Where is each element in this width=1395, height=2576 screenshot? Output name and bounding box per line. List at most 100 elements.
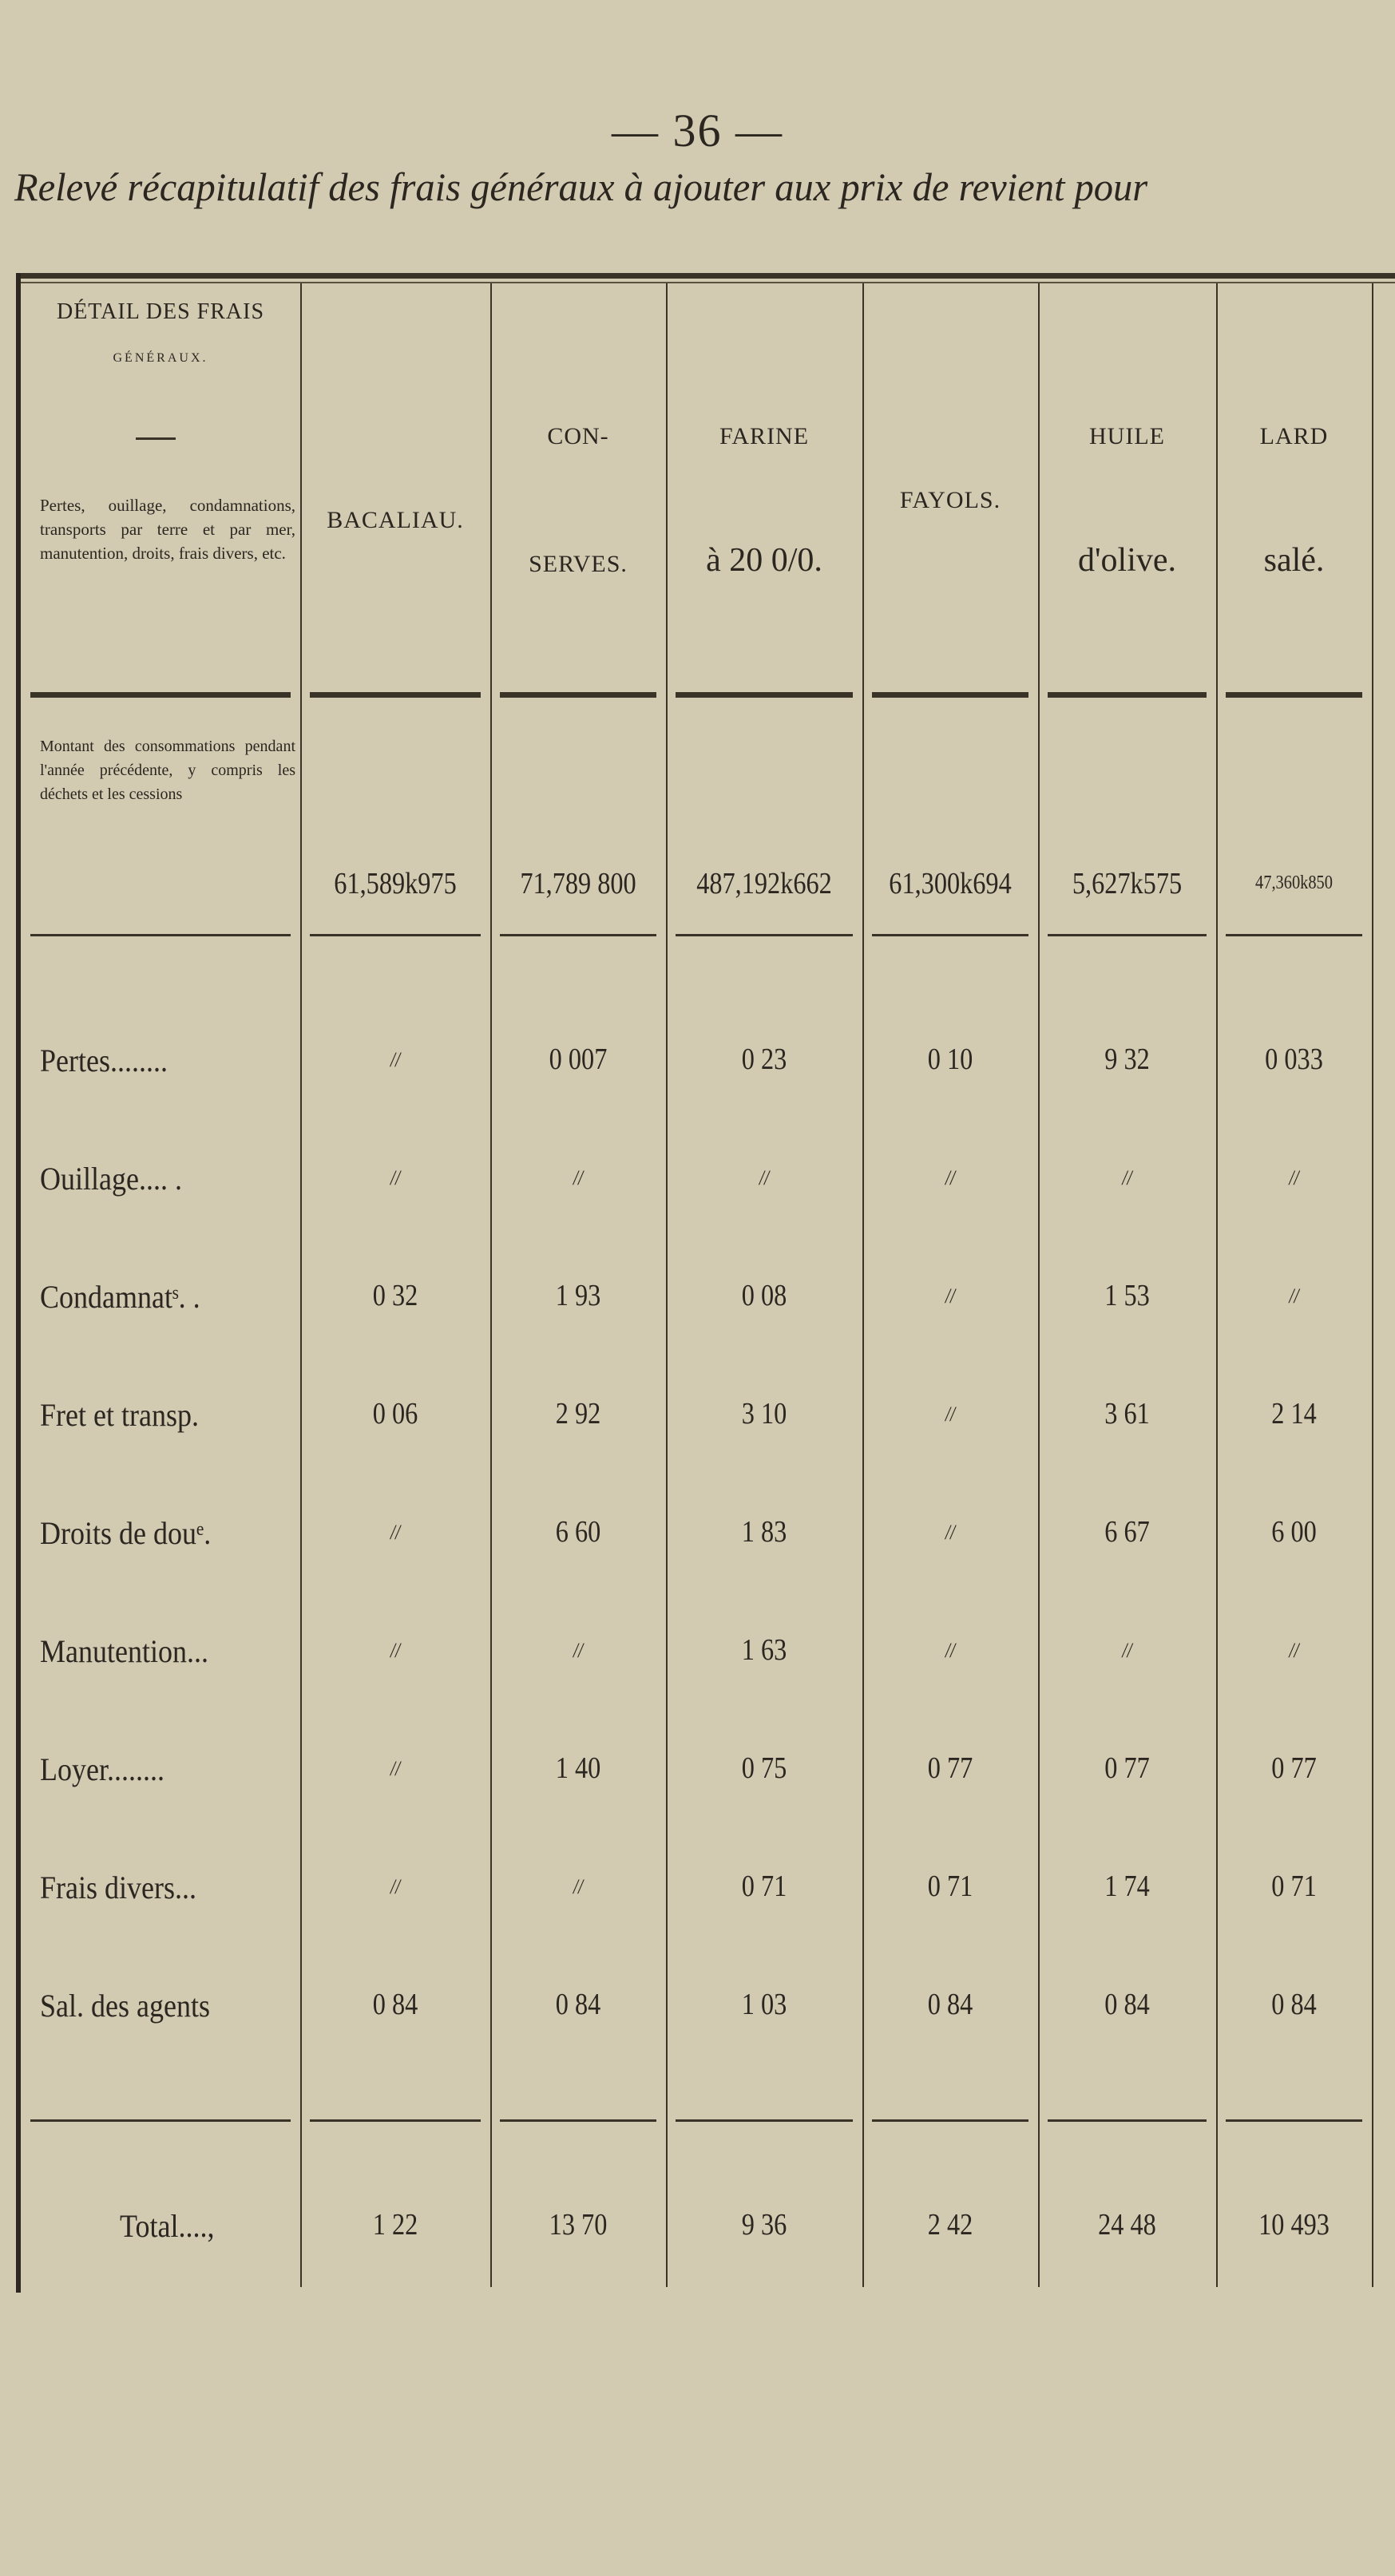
column-header-line1: FAYOLS. <box>899 487 1001 513</box>
table-left-border <box>16 273 21 2293</box>
row-value: 2 14 <box>1271 1397 1317 1430</box>
montant-label: Montant des consommations pendant l'anné… <box>40 738 295 803</box>
column-header-line2: SERVES. <box>529 551 628 577</box>
total-separator <box>310 2119 481 2122</box>
row-value: 1 53 <box>1104 1279 1150 1312</box>
column-header-line2: salé. <box>1263 542 1325 579</box>
row-value: 3 61 <box>1104 1397 1150 1430</box>
row-value: // <box>390 1757 401 1780</box>
row-value: 1 93 <box>555 1279 601 1312</box>
total-separator <box>30 2119 291 2122</box>
montant-separator <box>30 934 291 936</box>
column-header-line1: CON- <box>547 423 609 449</box>
row-value: 0 033 <box>1265 1043 1323 1076</box>
montant-value: 47,360k850 <box>1255 873 1333 893</box>
header-separator <box>676 692 853 698</box>
row-value: // <box>759 1166 770 1189</box>
row-value: 0 71 <box>927 1870 973 1903</box>
row-label: Pertes........ <box>40 1043 168 1078</box>
column-divider <box>1038 283 1040 2287</box>
row-value: 3 10 <box>741 1397 787 1430</box>
total-separator <box>676 2119 853 2122</box>
total-value: 1 22 <box>372 2208 418 2242</box>
row-value: // <box>1122 1166 1132 1189</box>
column-divider <box>1372 283 1373 2287</box>
row-value: 0 84 <box>555 1988 601 2021</box>
row-value: 1 83 <box>741 1515 787 1549</box>
column-header-line1: LARD <box>1259 423 1329 449</box>
montant-value: 61,300k694 <box>889 867 1012 900</box>
page-number: — 36 — <box>612 105 783 156</box>
row-label: Sal. des agents <box>40 1988 210 2024</box>
row-value: 0 71 <box>741 1870 787 1903</box>
header-separator <box>872 692 1028 698</box>
header-detail-description: Pertes, ouillage, condamnations, transpo… <box>40 496 295 563</box>
montant-value: 487,192k662 <box>696 867 832 900</box>
column-header-line2: d'olive. <box>1077 542 1177 579</box>
row-value: 0 77 <box>1104 1751 1150 1785</box>
montant-separator <box>500 934 656 936</box>
row-value: // <box>1289 1284 1299 1308</box>
row-value: 2 92 <box>555 1397 601 1430</box>
row-value: 0 84 <box>1271 1988 1317 2021</box>
row-value: // <box>573 1639 584 1662</box>
row-label: Manutention... <box>40 1633 208 1669</box>
row-value: 9 32 <box>1104 1043 1150 1076</box>
row-label: Ouillage.... . <box>40 1161 182 1197</box>
row-value: 0 84 <box>372 1988 418 2021</box>
row-label: Droits de douᵉ. <box>40 1515 212 1551</box>
column-header-line2: à 20 0/0. <box>706 542 822 579</box>
header-separator <box>500 692 656 698</box>
row-value: 0 84 <box>1104 1988 1150 2021</box>
page-subtitle: Relevé récapitulatif des frais généraux … <box>14 164 1148 209</box>
row-value: // <box>945 1521 956 1544</box>
row-value: 6 67 <box>1104 1515 1150 1549</box>
row-value: 6 00 <box>1271 1515 1317 1549</box>
total-separator <box>872 2119 1028 2122</box>
row-value: // <box>390 1166 401 1189</box>
row-label: Condamnatˢ. . <box>40 1279 200 1315</box>
column-divider <box>300 283 302 2287</box>
column-divider <box>490 283 492 2287</box>
table-top-rule-thin <box>16 282 1395 283</box>
column-header-line1: BACALIAU. <box>327 507 464 533</box>
row-value: // <box>1289 1639 1299 1662</box>
row-value: 1 40 <box>555 1751 601 1785</box>
row-value: 0 007 <box>549 1043 608 1076</box>
row-value: // <box>945 1403 956 1426</box>
total-value: 9 36 <box>741 2208 787 2242</box>
header-separator <box>310 692 481 698</box>
row-label: Fret et transp. <box>40 1397 199 1433</box>
row-label: Loyer........ <box>40 1751 164 1787</box>
row-value: 0 84 <box>927 1988 973 2021</box>
total-separator <box>500 2119 656 2122</box>
montant-separator <box>872 934 1028 936</box>
header-separator <box>1226 692 1362 698</box>
row-value: // <box>573 1875 584 1898</box>
total-label: Total...., <box>120 2208 215 2244</box>
row-value: // <box>390 1048 401 1071</box>
montant-separator <box>676 934 853 936</box>
row-value: 0 23 <box>741 1043 787 1076</box>
row-value: 1 63 <box>741 1633 787 1667</box>
row-value: 1 03 <box>741 1988 787 2021</box>
row-value: 0 77 <box>1271 1751 1317 1785</box>
row-value: // <box>390 1639 401 1662</box>
total-separator <box>1048 2119 1207 2122</box>
row-value: // <box>1122 1639 1132 1662</box>
column-divider <box>666 283 668 2287</box>
montant-separator <box>1048 934 1207 936</box>
column-divider <box>862 283 864 2287</box>
total-value: 13 70 <box>549 2208 608 2242</box>
montant-value: 5,627k575 <box>1072 867 1183 900</box>
total-value: 10 493 <box>1258 2208 1330 2242</box>
total-value: 24 48 <box>1098 2208 1156 2242</box>
column-header-line1: FARINE <box>719 423 810 449</box>
header-dash <box>136 437 176 440</box>
row-value: // <box>573 1166 584 1189</box>
row-value: 0 06 <box>372 1397 418 1430</box>
header-detail-title: DÉTAIL DES FRAIS <box>56 299 265 324</box>
total-value: 2 42 <box>927 2208 973 2242</box>
row-value: 6 60 <box>555 1515 601 1549</box>
montant-value: 61,589k975 <box>334 867 457 900</box>
